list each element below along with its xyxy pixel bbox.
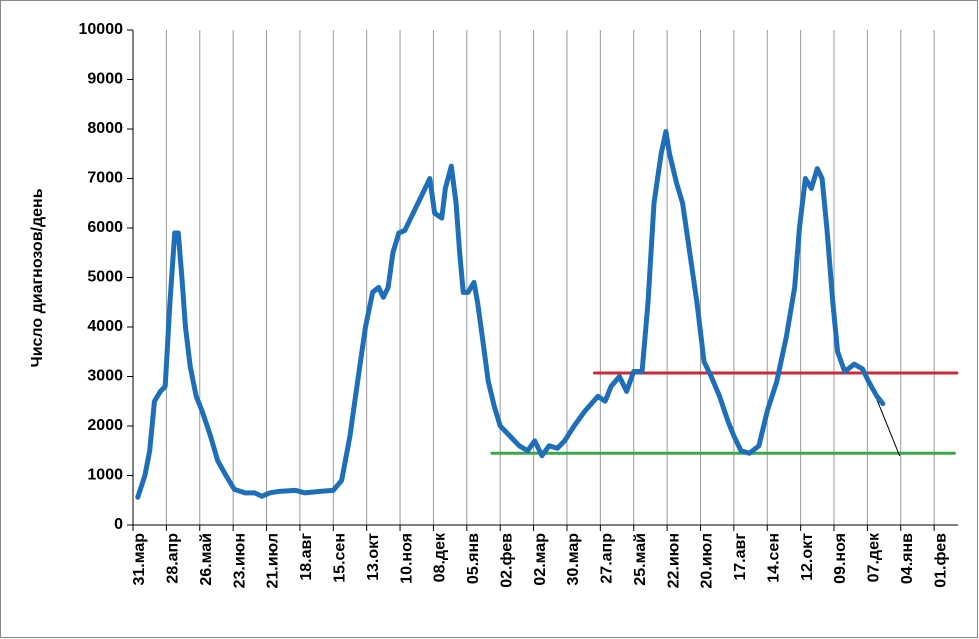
x-tick-label: 27.апр	[599, 533, 616, 584]
y-axis-label: Число диагнозов/день	[29, 188, 46, 367]
x-tick-label: 01.фев	[932, 533, 949, 588]
x-tick-label: 02.фев	[498, 533, 515, 588]
x-tick-label: 02.мар	[532, 533, 549, 586]
x-tick-label: 13.окт	[365, 533, 382, 581]
x-tick-label: 07.дек	[866, 532, 883, 582]
x-tick-label: 12.окт	[799, 533, 816, 581]
y-tick-label: 9000	[87, 71, 123, 88]
x-tick-label: 21.июл	[265, 533, 282, 589]
y-tick-label: 1000	[87, 467, 123, 484]
y-tick-label: 0	[114, 516, 123, 533]
x-tick-label: 23.июн	[231, 533, 248, 588]
x-tick-label: 30.мар	[565, 533, 582, 586]
x-tick-label: 10.ноя	[398, 533, 415, 584]
y-tick-label: 4000	[87, 318, 123, 335]
y-tick-label: 10000	[79, 21, 124, 38]
x-tick-label: 28.апр	[165, 533, 182, 584]
x-tick-label: 26.май	[198, 533, 215, 586]
x-tick-label: 17.авг	[732, 533, 749, 581]
y-tick-label: 8000	[87, 120, 123, 137]
x-tick-label: 20.июл	[699, 533, 716, 589]
x-tick-label: 15.сен	[332, 533, 349, 583]
x-tick-label: 22.июн	[665, 533, 682, 588]
x-tick-label: 18.авг	[298, 533, 315, 581]
x-tick-label: 09.ноя	[832, 533, 849, 584]
x-tick-label: 31.мар	[131, 533, 148, 586]
x-tick-label: 25.май	[632, 533, 649, 586]
y-tick-label: 7000	[87, 170, 123, 187]
y-tick-label: 2000	[87, 417, 123, 434]
x-tick-label: 08.дек	[432, 532, 449, 582]
x-tick-label: 04.янв	[899, 533, 916, 584]
x-tick-label: 14.сен	[765, 533, 782, 583]
x-tick-label: 05.янв	[465, 533, 482, 584]
y-tick-label: 5000	[87, 269, 123, 286]
y-tick-label: 3000	[87, 368, 123, 385]
data-line	[135, 128, 886, 500]
y-tick-label: 6000	[87, 219, 123, 236]
